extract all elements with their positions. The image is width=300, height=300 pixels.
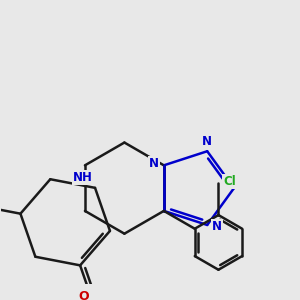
Text: Cl: Cl (223, 175, 236, 188)
Text: N: N (149, 157, 159, 170)
Text: N: N (202, 135, 212, 148)
Text: O: O (78, 290, 89, 300)
Text: NH: NH (73, 171, 93, 184)
Text: N: N (212, 220, 222, 233)
